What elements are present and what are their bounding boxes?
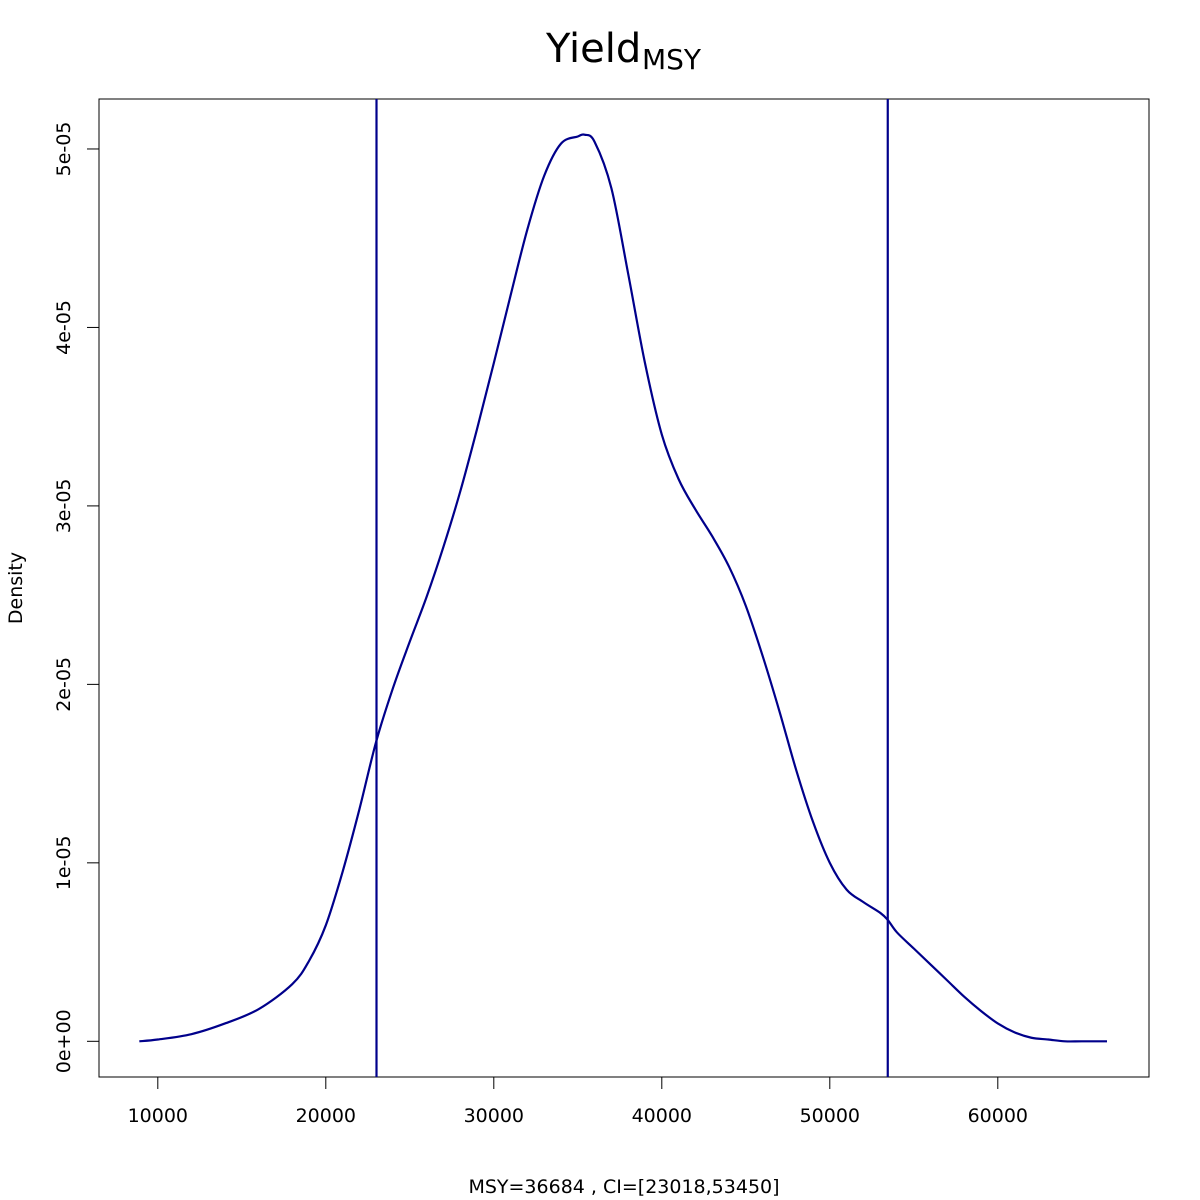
series-group — [139, 133, 1108, 1043]
y-tick-label: 4e-05 — [53, 300, 75, 355]
density-curve — [139, 133, 1108, 1043]
ci-lines — [375, 99, 889, 1077]
x-tick-label: 40000 — [632, 1105, 692, 1127]
y-tick-label: 5e-05 — [53, 122, 75, 177]
x-axis-title: MSY=36684 , CI=[23018,53450] — [468, 1176, 779, 1198]
y-axis-title: Density — [5, 552, 27, 624]
chart-title-subscript: MSY — [642, 43, 702, 76]
x-tick-label: 60000 — [968, 1105, 1028, 1127]
x-tick-label: 50000 — [800, 1105, 860, 1127]
y-tick-label: 3e-05 — [53, 478, 75, 533]
y-tick-label: 2e-05 — [53, 657, 75, 712]
x-tick-label: 30000 — [464, 1105, 524, 1127]
y-tick-label: 1e-05 — [53, 835, 75, 890]
x-axis: 10000 20000 30000 40000 50000 60000 — [128, 1076, 1028, 1127]
y-tick-label: 0e+00 — [53, 1009, 75, 1073]
x-tick-label: 10000 — [128, 1105, 188, 1127]
chart-title-main: Yield — [545, 26, 641, 72]
x-tick-label: 20000 — [296, 1105, 356, 1127]
y-axis: 0e+00 1e-05 2e-05 3e-05 4e-05 5e-05 — [53, 122, 100, 1073]
chart-title: Yield MSY — [545, 26, 702, 76]
